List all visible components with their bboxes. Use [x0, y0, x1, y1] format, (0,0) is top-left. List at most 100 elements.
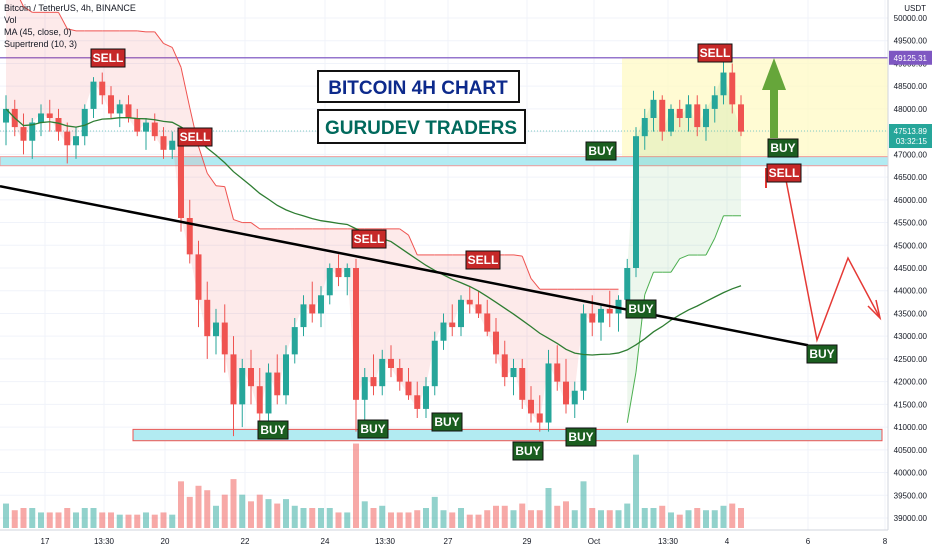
supertrend-line [215, 185, 225, 188]
price-tick-label: 44000.00 [894, 287, 928, 296]
candle-body [195, 254, 202, 300]
chart-titles: BITCOIN 4H CHART GURUDEV TRADERS [317, 70, 526, 144]
volume-bar [405, 512, 412, 528]
candle-body [633, 136, 639, 268]
supertrend-line [23, 6, 33, 13]
volume-bar [396, 512, 403, 528]
candle-body [204, 299, 211, 337]
candle-body [396, 368, 403, 382]
volume-bar [204, 490, 211, 528]
supertrend-label[interactable]: Supertrend (10, 3) [4, 39, 78, 49]
supertrend-fill [373, 228, 383, 387]
time-tick-label: 13:30 [375, 537, 396, 546]
volume-bar [318, 508, 324, 528]
candle-body [694, 104, 701, 128]
volume-bar [300, 508, 307, 528]
candle-body [598, 308, 604, 323]
supertrend-fill [706, 95, 715, 256]
price-tick-label: 45500.00 [894, 219, 928, 228]
volume-bar [344, 512, 351, 528]
supertrend-fill [714, 72, 724, 239]
volume-bar [388, 512, 394, 528]
candle-body [186, 218, 193, 255]
supertrend-fill [146, 31, 155, 137]
volume-bar [221, 494, 228, 528]
volume-bar [414, 510, 421, 528]
sell-label-box [177, 127, 213, 147]
supertrend-fill [426, 254, 435, 387]
candle-body [615, 299, 622, 314]
supertrend-fill [382, 228, 391, 368]
candle-body [510, 368, 517, 378]
chart-legend: Bitcoin / TetherUS, 4h, BINANCE Vol MA (… [4, 2, 136, 50]
candle-body [528, 399, 534, 414]
candle-body [536, 413, 543, 423]
volume-bar [81, 508, 88, 528]
supertrend-fill [452, 254, 461, 328]
title-sub: GURUDEV TRADERS [325, 118, 517, 139]
buy-label-box [625, 299, 657, 319]
vol-label[interactable]: Vol [4, 15, 17, 25]
candle-body [274, 372, 281, 396]
ma-label[interactable]: MA (45, close, 0) [4, 27, 72, 37]
supertrend-line [644, 272, 654, 295]
volume-bar [580, 481, 587, 528]
time-tick-label: 27 [444, 537, 453, 546]
supertrend-fill [67, 28, 76, 146]
volume-bar [423, 508, 429, 528]
supertrend-fill [6, 0, 15, 128]
volume-bar [493, 505, 499, 528]
volume-bars [3, 443, 744, 528]
candle-body [545, 363, 552, 423]
symbol-label[interactable]: Bitcoin / TetherUS, 4h, BINANCE [4, 3, 136, 13]
candle-body [571, 390, 578, 405]
time-tick-label: 8 [883, 537, 888, 546]
time-tick-label: 20 [161, 537, 170, 546]
candle-body [151, 122, 158, 137]
price-tick-label: 50000.00 [894, 14, 928, 23]
candle-body [405, 381, 412, 396]
buy-label-box [512, 441, 544, 461]
buy-label-box [767, 138, 799, 158]
candle-body [38, 113, 44, 123]
trend-line [0, 184, 809, 347]
candle-body [606, 308, 613, 314]
candle-body [423, 386, 429, 409]
volume-bar [685, 510, 692, 528]
price-tick-label: 40000.00 [894, 469, 928, 478]
supertrend-fill [23, 6, 33, 141]
candle-body [300, 304, 307, 328]
supertrend-fill [303, 228, 313, 314]
supertrend-fill [732, 104, 741, 216]
volume-bar [326, 508, 333, 528]
candle-body [580, 313, 587, 391]
candle-body [458, 299, 464, 328]
volume-bar [466, 514, 473, 528]
price-tick-label: 47000.00 [894, 150, 928, 159]
candle-body [318, 295, 324, 314]
time-tick-label: 13:30 [658, 537, 679, 546]
volume-bar [291, 505, 298, 528]
volume-bar [169, 514, 176, 528]
candle-body [256, 386, 263, 414]
buy-label: BUY [360, 422, 385, 436]
sell-label: SELL [180, 130, 211, 144]
volume-bar [353, 443, 359, 528]
volume-bar [178, 481, 184, 528]
candle-body [221, 322, 228, 355]
resistance-price-label: 49125.31 [894, 54, 928, 63]
supertrend-fill [137, 30, 146, 132]
candle-body [563, 381, 569, 405]
buy-label: BUY [434, 415, 459, 429]
sell-label: SELL [700, 46, 731, 60]
supertrend-fill [268, 228, 278, 396]
candle-body [335, 268, 342, 278]
volume-bar [283, 499, 289, 528]
supertrend-fill [513, 254, 523, 400]
candle-body [248, 368, 254, 387]
supertrend-fill [294, 228, 304, 328]
supertrend-fill [566, 289, 575, 405]
price-axis-currency: USDT [904, 4, 926, 13]
candle-body [361, 377, 368, 400]
